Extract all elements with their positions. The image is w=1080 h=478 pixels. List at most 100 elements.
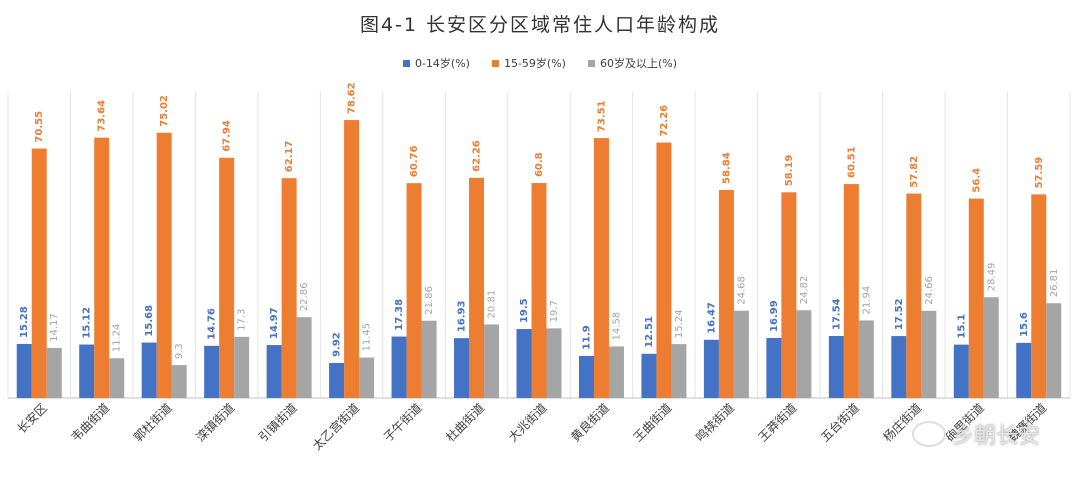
x-tick-label-12: 王莽街道 bbox=[756, 401, 800, 445]
chart-title: 图4-1 长安区分区域常住人口年龄构成 bbox=[359, 14, 721, 36]
data-label-0-6: 17.38 bbox=[394, 299, 405, 331]
data-label-0-7: 16.93 bbox=[457, 300, 468, 332]
data-label-2-9: 14.58 bbox=[611, 312, 622, 341]
legend-label-60-plus: 60岁及以上(%) bbox=[599, 57, 678, 70]
bar-1-1 bbox=[94, 137, 110, 398]
x-tick-label-9: 黄良街道 bbox=[568, 400, 613, 445]
bar-2-3 bbox=[234, 336, 250, 398]
bar-2-11 bbox=[733, 310, 749, 398]
data-label-1-9: 73.51 bbox=[596, 100, 607, 132]
data-label-1-15: 56.4 bbox=[971, 168, 982, 193]
data-label-1-2: 75.02 bbox=[159, 95, 170, 127]
bar-2-15 bbox=[983, 297, 999, 398]
watermark: 乡朝长安 bbox=[911, 418, 1040, 450]
bar-0-10 bbox=[641, 353, 657, 398]
data-label-2-15: 28.49 bbox=[986, 263, 997, 292]
legend: 0-14岁(%) 15-59岁(%) 60岁及以上(%) bbox=[0, 55, 1080, 71]
bar-1-4 bbox=[281, 178, 297, 398]
x-tick-label-5: 太乙宫街道 bbox=[309, 400, 362, 453]
legend-item-0-14: 0-14岁(%) bbox=[402, 55, 470, 71]
data-label-1-1: 73.64 bbox=[97, 100, 108, 132]
data-label-1-0: 70.55 bbox=[34, 111, 45, 143]
data-label-2-6: 21.86 bbox=[424, 286, 435, 315]
bar-2-14 bbox=[921, 310, 937, 398]
bar-0-14 bbox=[891, 336, 907, 398]
data-label-2-12: 24.82 bbox=[799, 276, 810, 305]
data-label-1-12: 58.19 bbox=[784, 155, 795, 187]
wechat-icon bbox=[911, 421, 946, 447]
bar-2-2 bbox=[171, 365, 187, 398]
bar-0-4 bbox=[266, 345, 282, 398]
data-label-0-1: 15.12 bbox=[82, 307, 93, 339]
x-tick-label-11: 鸣犊街道 bbox=[692, 400, 737, 445]
bar-1-9 bbox=[593, 138, 609, 398]
data-label-1-3: 67.94 bbox=[222, 120, 233, 152]
x-tick-label-4: 引镇街道 bbox=[256, 401, 300, 445]
data-label-2-8: 19.7 bbox=[549, 300, 560, 322]
bar-1-5 bbox=[344, 120, 360, 399]
data-label-0-15: 15.1 bbox=[956, 314, 967, 339]
bar-2-6 bbox=[421, 320, 437, 398]
legend-swatch-0-14 bbox=[402, 59, 410, 67]
bar-2-7 bbox=[484, 324, 500, 398]
watermark-text: 乡朝长安 bbox=[951, 424, 1040, 449]
x-tick-label-1: 韦曲街道 bbox=[68, 401, 112, 445]
bar-2-1 bbox=[109, 358, 125, 398]
data-label-2-11: 24.68 bbox=[736, 276, 747, 305]
data-label-0-5: 9.92 bbox=[332, 332, 343, 357]
bar-2-10 bbox=[671, 344, 687, 398]
data-label-1-4: 62.17 bbox=[284, 141, 295, 173]
bar-2-4 bbox=[296, 317, 312, 398]
data-label-0-16: 15.6 bbox=[1019, 312, 1030, 337]
bar-0-9 bbox=[578, 355, 594, 398]
bar-0-1 bbox=[79, 344, 95, 398]
bar-1-0 bbox=[31, 148, 47, 398]
bar-0-11 bbox=[703, 339, 719, 398]
legend-item-60-plus: 60岁及以上(%) bbox=[587, 55, 678, 71]
bar-0-13 bbox=[828, 335, 844, 398]
legend-item-15-59: 15-59岁(%) bbox=[491, 55, 566, 71]
bar-2-16 bbox=[1046, 303, 1062, 398]
bar-0-3 bbox=[204, 345, 220, 398]
data-label-1-8: 60.8 bbox=[534, 152, 545, 177]
bar-1-12 bbox=[781, 192, 797, 398]
x-tick-label-0: 长安区 bbox=[14, 400, 50, 436]
data-label-1-7: 62.26 bbox=[472, 140, 483, 172]
bar-0-16 bbox=[1016, 342, 1032, 398]
legend-label-0-14: 0-14岁(%) bbox=[414, 57, 470, 70]
bar-0-12 bbox=[766, 337, 782, 398]
bar-1-3 bbox=[219, 157, 235, 398]
data-label-2-3: 17.3 bbox=[237, 309, 248, 331]
bar-2-5 bbox=[359, 357, 375, 398]
bar-1-8 bbox=[531, 183, 547, 398]
data-label-0-13: 17.54 bbox=[831, 298, 842, 330]
data-label-2-10: 15.24 bbox=[674, 309, 685, 338]
data-label-1-16: 57.59 bbox=[1034, 157, 1045, 189]
data-label-1-10: 72.26 bbox=[659, 105, 670, 137]
data-label-1-11: 58.84 bbox=[721, 152, 732, 184]
bar-1-10 bbox=[656, 142, 672, 398]
data-label-2-0: 14.17 bbox=[49, 313, 60, 342]
data-label-0-11: 16.47 bbox=[706, 302, 717, 334]
data-label-0-4: 14.97 bbox=[269, 307, 280, 339]
x-tick-label-13: 五台街道 bbox=[817, 400, 862, 445]
data-label-0-10: 12.51 bbox=[644, 316, 655, 348]
bar-1-2 bbox=[156, 132, 172, 398]
bar-2-9 bbox=[608, 346, 624, 398]
data-label-2-7: 20.81 bbox=[487, 290, 498, 319]
x-tick-label-2: 郭杜街道 bbox=[130, 400, 175, 445]
x-tick-label-10: 王曲街道 bbox=[631, 401, 675, 445]
bar-0-6 bbox=[391, 336, 407, 398]
data-label-1-6: 60.76 bbox=[409, 146, 420, 178]
data-label-0-0: 15.28 bbox=[19, 306, 30, 338]
bar-0-8 bbox=[516, 329, 532, 398]
bar-2-0 bbox=[46, 347, 62, 398]
bar-2-12 bbox=[796, 310, 812, 398]
data-label-2-16: 26.81 bbox=[1049, 269, 1060, 298]
data-label-0-14: 17.52 bbox=[894, 298, 905, 330]
data-label-2-2: 9.3 bbox=[174, 343, 185, 359]
bar-1-14 bbox=[906, 193, 922, 398]
bar-0-7 bbox=[454, 338, 470, 398]
bar-0-5 bbox=[329, 362, 345, 398]
